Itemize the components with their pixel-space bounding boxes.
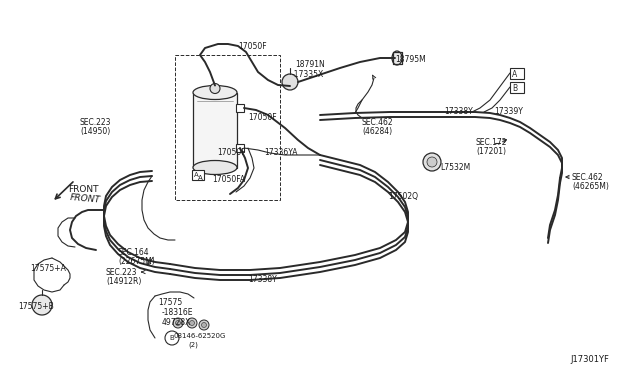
Text: L7532M: L7532M bbox=[440, 163, 470, 172]
Text: 17338Y: 17338Y bbox=[444, 107, 473, 116]
Circle shape bbox=[32, 295, 52, 315]
Text: (46265M): (46265M) bbox=[572, 182, 609, 191]
Ellipse shape bbox=[193, 86, 237, 99]
Circle shape bbox=[199, 320, 209, 330]
Circle shape bbox=[282, 74, 298, 90]
Text: 17050F: 17050F bbox=[217, 148, 246, 157]
Text: 17502Q: 17502Q bbox=[388, 192, 418, 201]
Circle shape bbox=[165, 331, 179, 345]
Text: (46284): (46284) bbox=[362, 127, 392, 136]
Circle shape bbox=[210, 83, 220, 93]
Text: 17575: 17575 bbox=[158, 298, 182, 307]
Circle shape bbox=[427, 157, 437, 167]
Text: (17201): (17201) bbox=[476, 147, 506, 156]
Ellipse shape bbox=[392, 51, 402, 65]
Bar bbox=[175, 55, 280, 200]
Text: SEC.172: SEC.172 bbox=[476, 138, 508, 147]
Text: FRONT: FRONT bbox=[70, 193, 101, 205]
Bar bbox=[236, 144, 244, 152]
Ellipse shape bbox=[193, 160, 237, 174]
Text: 18795M: 18795M bbox=[395, 55, 426, 64]
Circle shape bbox=[175, 321, 180, 326]
Bar bbox=[236, 104, 244, 112]
Circle shape bbox=[189, 321, 195, 326]
Text: SEC.462: SEC.462 bbox=[362, 118, 394, 127]
Text: 17050FA: 17050FA bbox=[212, 175, 245, 184]
Text: -18316E: -18316E bbox=[162, 308, 193, 317]
Text: (14950): (14950) bbox=[80, 127, 110, 136]
Text: (22675M): (22675M) bbox=[118, 257, 155, 266]
Text: 18791N: 18791N bbox=[295, 60, 324, 69]
Text: 17050F: 17050F bbox=[248, 113, 276, 122]
Text: 17050F: 17050F bbox=[238, 42, 267, 51]
Text: 17575+B: 17575+B bbox=[18, 302, 54, 311]
Bar bbox=[510, 82, 524, 93]
Text: J17301YF: J17301YF bbox=[570, 355, 609, 364]
Text: A: A bbox=[194, 172, 199, 178]
Circle shape bbox=[173, 318, 183, 328]
Text: 17338Y: 17338Y bbox=[248, 275, 276, 284]
Text: 17339Y: 17339Y bbox=[494, 107, 523, 116]
Text: A: A bbox=[198, 175, 203, 181]
Text: 49728X: 49728X bbox=[162, 318, 191, 327]
Text: SEC.462: SEC.462 bbox=[572, 173, 604, 182]
Circle shape bbox=[423, 153, 441, 171]
Text: B: B bbox=[512, 84, 517, 93]
Bar bbox=[192, 170, 204, 180]
Bar bbox=[510, 68, 524, 79]
Circle shape bbox=[202, 323, 207, 327]
Text: 17336YA: 17336YA bbox=[264, 148, 298, 157]
Text: SEC.164: SEC.164 bbox=[118, 248, 150, 257]
Text: A: A bbox=[512, 70, 517, 79]
Text: SEC.223: SEC.223 bbox=[106, 268, 138, 277]
Text: SEC.223: SEC.223 bbox=[80, 118, 111, 127]
Text: 08146-62520G: 08146-62520G bbox=[174, 333, 227, 339]
Text: FRONT: FRONT bbox=[68, 185, 99, 194]
Text: (14912R): (14912R) bbox=[106, 277, 141, 286]
Text: -17335X: -17335X bbox=[292, 70, 324, 79]
Text: (2): (2) bbox=[188, 342, 198, 349]
Text: 17575+A: 17575+A bbox=[30, 264, 66, 273]
FancyBboxPatch shape bbox=[193, 93, 237, 167]
Circle shape bbox=[187, 318, 197, 328]
Text: B: B bbox=[169, 335, 173, 341]
